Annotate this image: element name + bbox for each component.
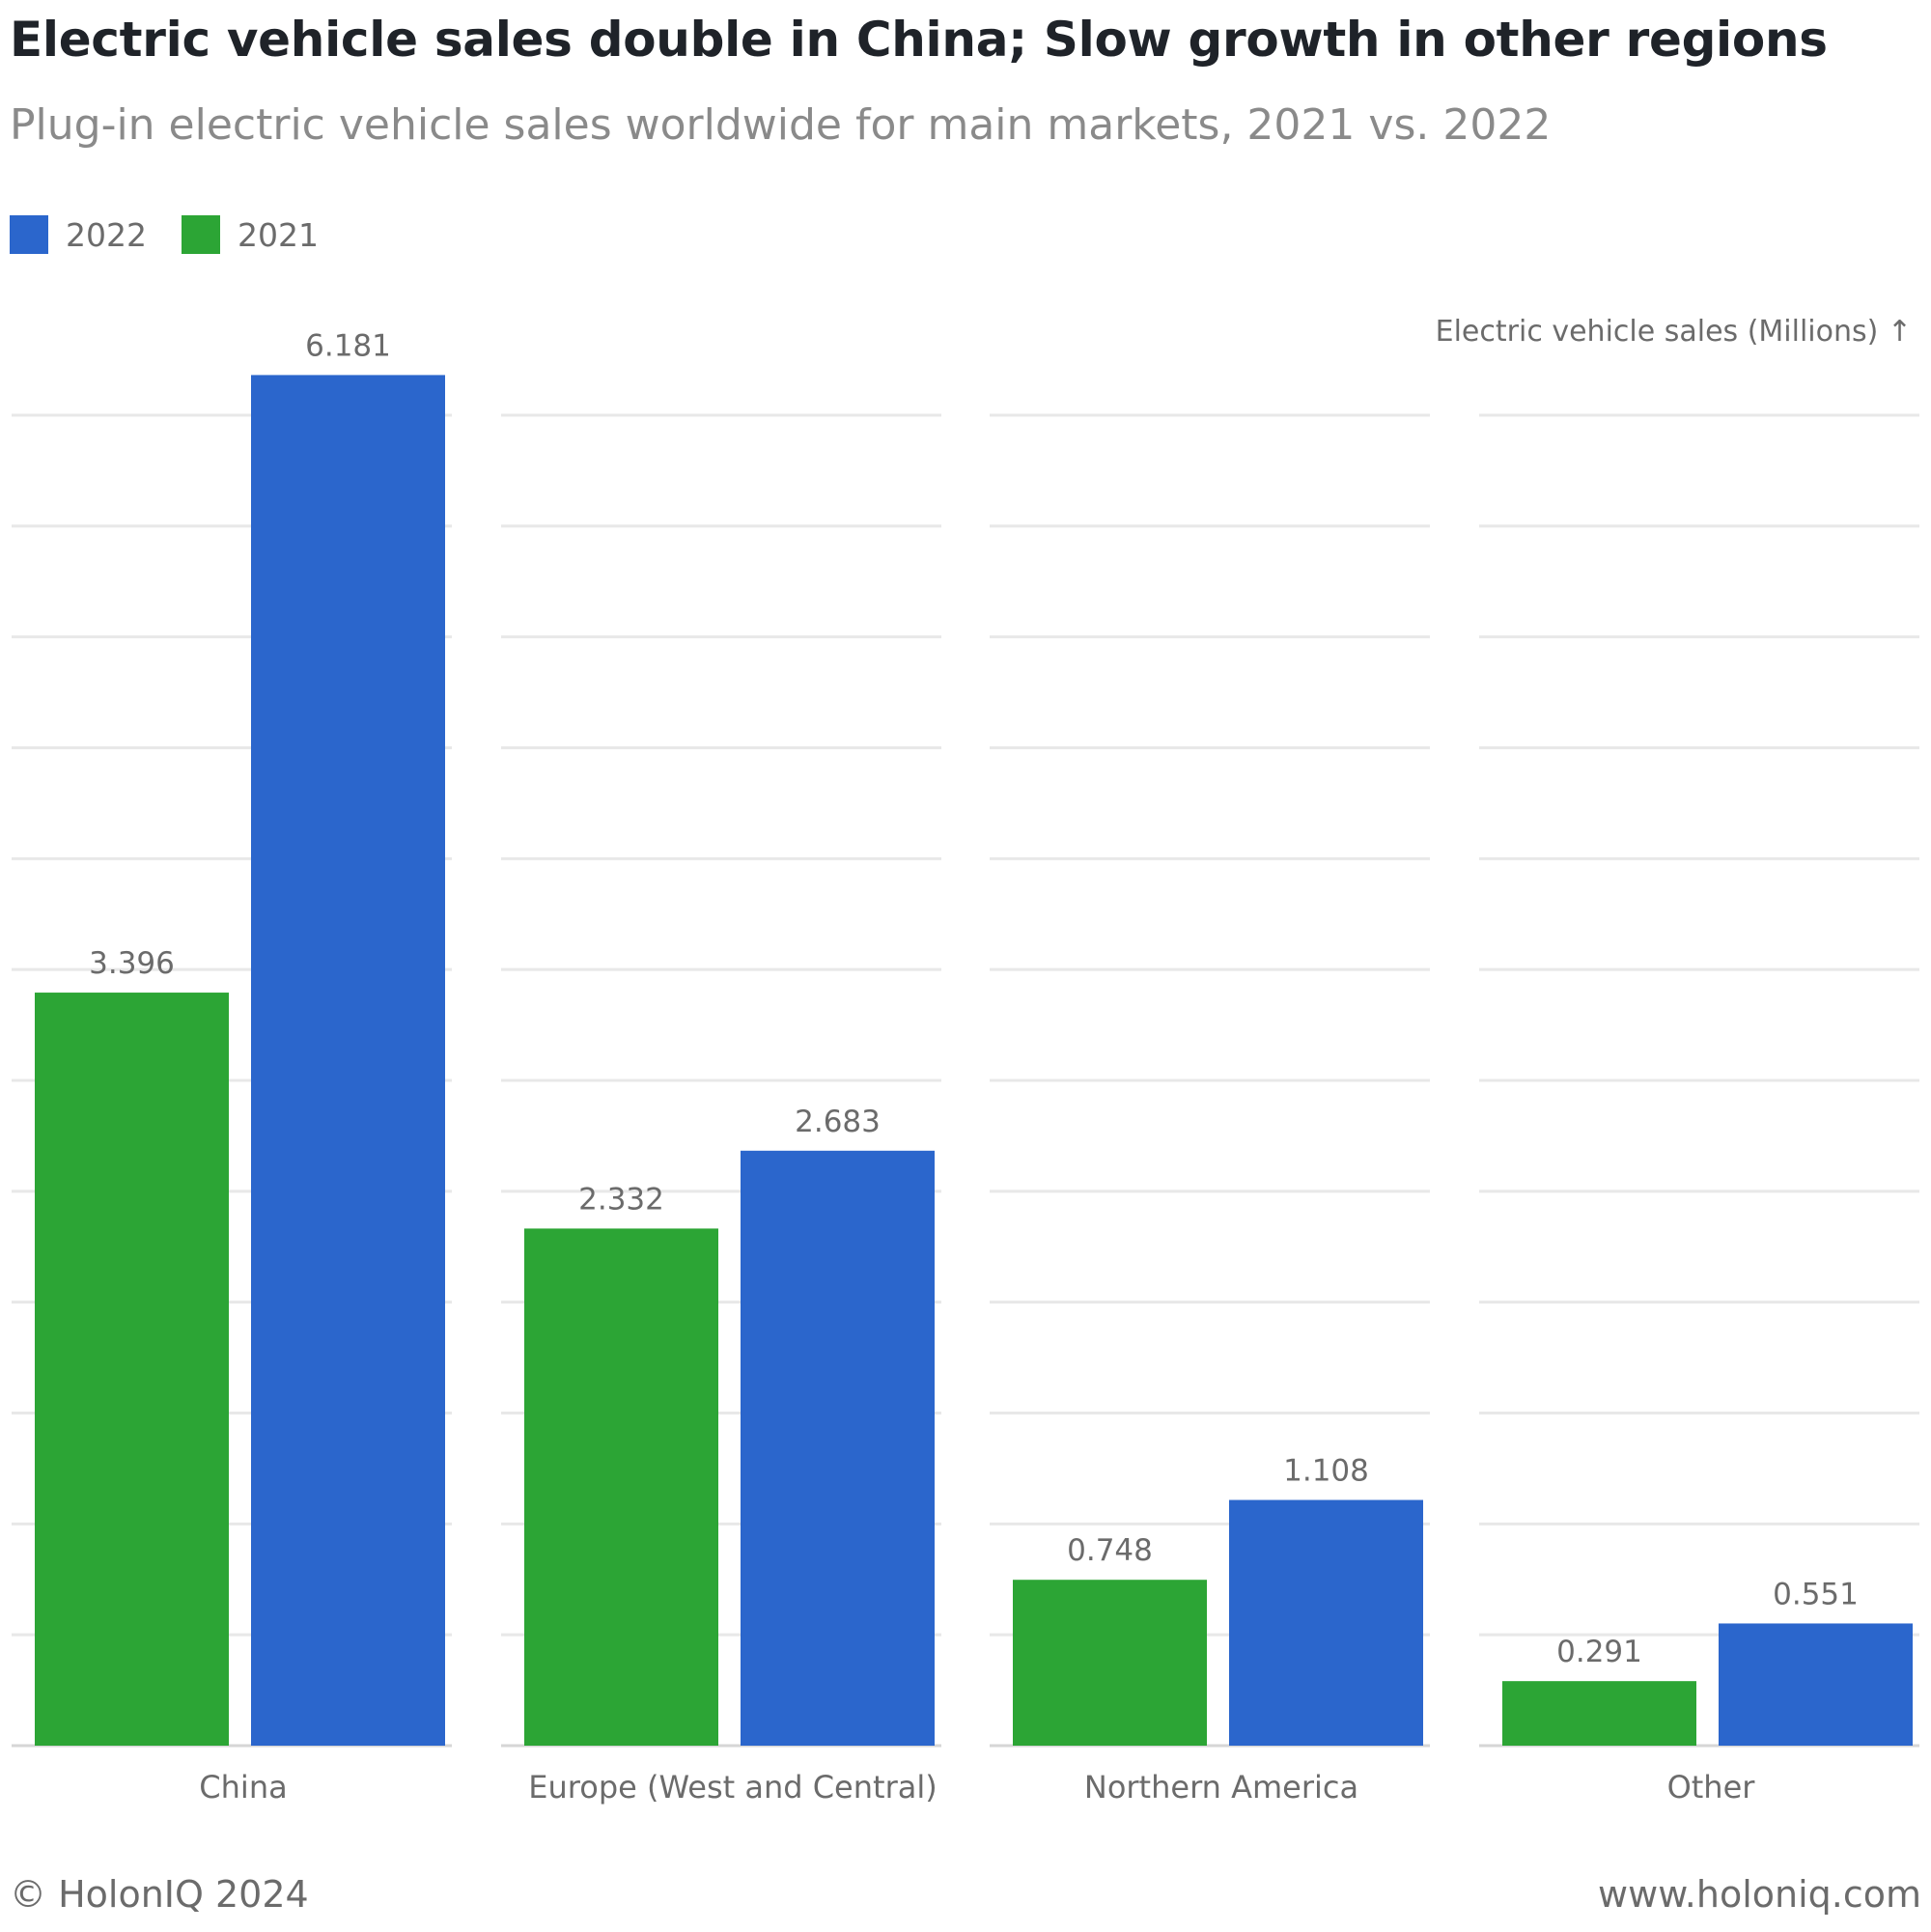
x-tick-label-1: Europe (West and Central) xyxy=(528,1769,937,1806)
bar-2022-0 xyxy=(251,375,445,1747)
bar-2022-1 xyxy=(741,1150,935,1746)
data-label-2022-2: 1.108 xyxy=(1283,1454,1369,1489)
bar-2021-3 xyxy=(1502,1681,1696,1746)
legend-item-2022[interactable]: 2022 xyxy=(10,215,147,254)
bar-2022-2 xyxy=(1229,1499,1423,1746)
legend-swatch-2022 xyxy=(10,215,48,254)
legend: 2022 2021 xyxy=(10,215,353,254)
y-axis-label: Electric vehicle sales (Millions) ↑ xyxy=(1436,315,1912,349)
copyright-text: © HolonIQ 2024 xyxy=(10,1873,309,1916)
x-tick-label-2: Northern America xyxy=(1084,1769,1358,1806)
chart-title: Electric vehicle sales double in China; … xyxy=(10,12,1828,68)
data-label-2022-1: 2.683 xyxy=(795,1105,881,1139)
chart-subtitle: Plug-in electric vehicle sales worldwide… xyxy=(10,100,1552,150)
bar-2021-0 xyxy=(35,993,229,1746)
x-tick-label-3: Other xyxy=(1667,1769,1756,1806)
bar-2022-3 xyxy=(1719,1623,1913,1746)
legend-item-2021[interactable]: 2021 xyxy=(181,215,319,254)
data-label-2022-0: 6.181 xyxy=(305,328,391,363)
legend-label-2021: 2021 xyxy=(237,215,319,254)
bar-2021-1 xyxy=(524,1228,718,1746)
data-label-2022-3: 0.551 xyxy=(1773,1577,1859,1611)
bar-2021-2 xyxy=(1013,1580,1207,1746)
legend-label-2022: 2022 xyxy=(66,215,147,254)
data-label-2021-3: 0.291 xyxy=(1556,1635,1642,1669)
data-label-2021-2: 0.748 xyxy=(1067,1533,1153,1568)
website-link[interactable]: www.holoniq.com xyxy=(1598,1873,1921,1916)
data-label-2021-0: 3.396 xyxy=(89,946,175,981)
x-tick-label-0: China xyxy=(199,1769,287,1806)
legend-swatch-2021 xyxy=(181,215,220,254)
data-label-2021-1: 2.332 xyxy=(578,1182,664,1217)
